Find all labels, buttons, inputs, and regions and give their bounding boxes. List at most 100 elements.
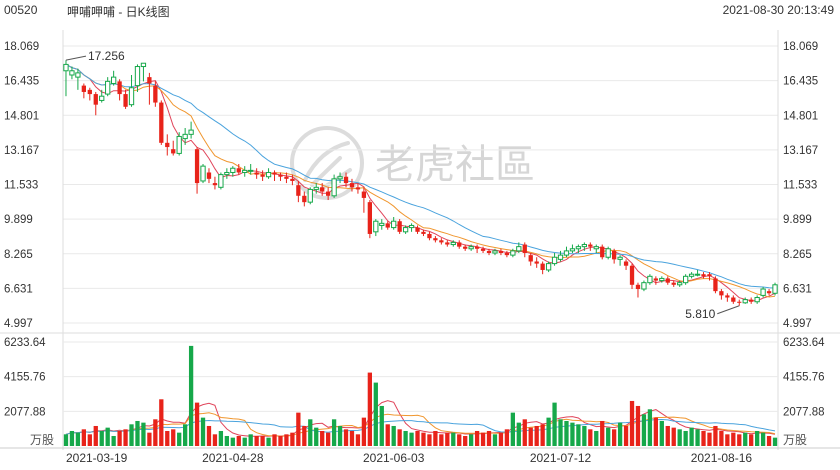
- volume-bar: [695, 429, 700, 446]
- candle: [683, 274, 689, 285]
- price-tick-label: 6.631: [4, 283, 33, 295]
- volume-axis-left: 6233.64 4155.76 2077.88 万股: [4, 337, 54, 447]
- candle: [128, 75, 135, 107]
- candle-body: [81, 85, 86, 92]
- volume-unit-label: 万股: [30, 433, 54, 447]
- candle-body: [719, 291, 724, 296]
- volume-bar: [308, 419, 313, 446]
- candle: [457, 240, 462, 249]
- volume-bar: [284, 434, 289, 446]
- candle-body: [87, 89, 92, 95]
- volume-bar: [63, 434, 69, 446]
- volume-bar: [379, 405, 384, 446]
- candle: [307, 187, 313, 205]
- candle: [212, 176, 218, 190]
- volume-bar: [486, 430, 492, 446]
- price-tick-label: 11.533: [783, 180, 817, 192]
- volume-bar: [492, 434, 498, 446]
- candle: [581, 242, 587, 251]
- candle-body: [379, 222, 385, 226]
- candle-body: [528, 255, 533, 262]
- volume-bar: [534, 425, 539, 446]
- candle-body: [433, 238, 438, 241]
- price-tick-label: 11.533: [4, 180, 38, 192]
- volume-tick-label: 6233.64: [4, 337, 46, 349]
- candle: [111, 70, 117, 86]
- volume-bar: [254, 435, 259, 446]
- volume-bar: [451, 432, 456, 446]
- volume-bar: [504, 429, 510, 446]
- price-axis-left: 18.069 16.435 14.801 13.167 11.533 9.899 8.265…: [4, 41, 39, 330]
- volume-bar: [326, 432, 331, 446]
- candle: [737, 299, 742, 306]
- candle: [302, 191, 307, 207]
- volume-bar: [165, 430, 170, 446]
- volume-bar: [349, 430, 355, 446]
- candle: [224, 168, 230, 179]
- candle-body: [242, 169, 248, 173]
- candle: [688, 272, 695, 279]
- candle: [218, 172, 224, 190]
- candlesticks: [63, 60, 778, 306]
- candle: [200, 164, 206, 184]
- volume-bar: [272, 434, 277, 446]
- candle-body: [617, 256, 623, 260]
- watermark-text: 老虎社區: [375, 142, 535, 188]
- candle-body: [557, 254, 564, 260]
- low-marker-label: 5.810: [685, 307, 715, 321]
- volume-bar: [546, 417, 551, 446]
- candle-body: [391, 220, 397, 229]
- candle-body: [206, 172, 212, 179]
- candle-body: [230, 167, 236, 173]
- candle: [772, 282, 778, 296]
- candle-body: [182, 133, 188, 140]
- volume-bar: [141, 422, 146, 446]
- candle-body: [355, 187, 361, 190]
- candle: [474, 244, 480, 254]
- volume-bar: [653, 417, 658, 446]
- candle-body: [99, 95, 105, 101]
- candle-body: [337, 176, 343, 180]
- candle: [230, 166, 236, 177]
- candle-body: [605, 248, 611, 258]
- candle: [159, 100, 164, 145]
- candle-body: [147, 77, 152, 84]
- volume-bar: [683, 430, 688, 446]
- volume-bar: [99, 430, 104, 446]
- candle-body: [504, 253, 510, 256]
- candle: [719, 289, 724, 300]
- candle-body: [588, 244, 593, 247]
- volume-bar: [612, 429, 617, 446]
- volume-bar: [206, 425, 212, 446]
- volume-bar: [606, 427, 611, 446]
- candle: [760, 286, 766, 298]
- candle: [397, 219, 402, 234]
- price-tick-label: 13.167: [4, 145, 39, 157]
- candle: [659, 276, 665, 283]
- annotations: 17.256 5.810: [65, 49, 740, 321]
- candle-body: [677, 282, 683, 286]
- candle-body: [653, 278, 658, 281]
- candle: [93, 91, 98, 116]
- x-tick-label: 2021-07-12: [530, 451, 592, 465]
- volume-bar: [87, 434, 92, 446]
- volume-bar: [552, 402, 557, 446]
- candle-body: [290, 178, 295, 181]
- candle-body: [212, 183, 218, 186]
- candle: [326, 187, 331, 201]
- volume-bar: [296, 412, 301, 446]
- candle-body: [760, 288, 766, 296]
- volume-bar: [397, 429, 402, 446]
- candle: [545, 261, 552, 273]
- volume-bar: [278, 435, 283, 446]
- x-axis: 2021-03-19 2021-04-28 2021-06-03 2021-07-12…: [66, 451, 752, 465]
- candle-body: [171, 149, 176, 154]
- volume-bar: [510, 412, 515, 446]
- volume-bar: [212, 434, 218, 446]
- candle: [278, 172, 283, 181]
- candle-body: [742, 299, 748, 304]
- candle: [617, 255, 623, 266]
- candle: [522, 242, 527, 258]
- candle: [236, 164, 241, 175]
- candle-body: [63, 63, 69, 72]
